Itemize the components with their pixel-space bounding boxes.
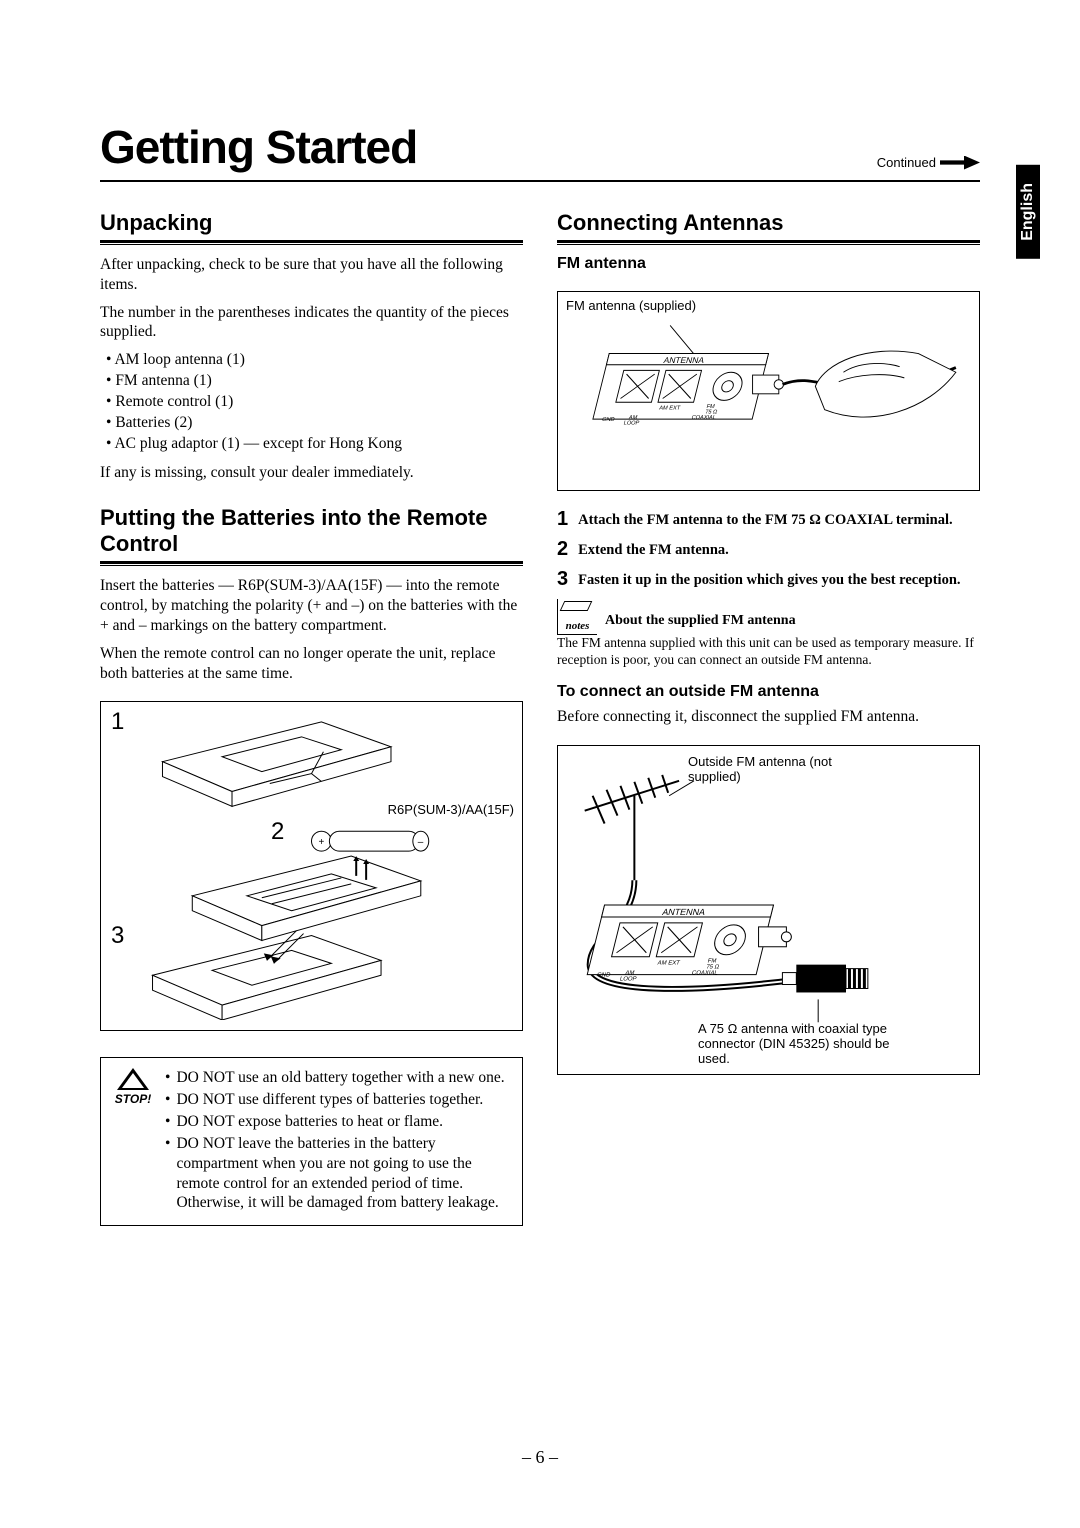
outside-fm-text: Before connecting it, disconnect the sup…: [557, 707, 980, 727]
continued-label: Continued: [877, 155, 936, 170]
unpack-text-3: If any is missing, consult your dealer i…: [100, 463, 523, 483]
figure-fm-antenna: FM antenna (supplied) ANTENNA AM EXT FM: [557, 291, 980, 491]
heading-rule: [100, 240, 523, 245]
caution-list: DO NOT use an old battery together with …: [165, 1068, 512, 1215]
batteries-text-1: Insert the batteries — R6P(SUM-3)/AA(15F…: [100, 576, 523, 635]
step-number: 2: [271, 818, 284, 846]
list-item: Remote control (1): [106, 392, 523, 412]
outside-fm-diagram-icon: ANTENNA AM EXT FM 75 Ω COAXIAL GND AM LO…: [568, 756, 969, 1064]
list-item: DO NOT expose batteries to heat or flame…: [165, 1112, 512, 1132]
fm-steps: 1 Attach the FM antenna to the FM 75 Ω C…: [557, 509, 980, 589]
notes-icon: notes: [557, 599, 597, 635]
right-column: Connecting Antennas FM antenna FM antenn…: [557, 210, 980, 1226]
step-text: Attach the FM antenna to the FM 75 Ω COA…: [578, 509, 952, 529]
list-item: Batteries (2): [106, 413, 523, 433]
svg-text:LOOP: LOOP: [619, 977, 637, 983]
stop-label: STOP!: [115, 1092, 151, 1106]
step-number: 1: [557, 509, 568, 529]
supplied-items-list: AM loop antenna (1) FM antenna (1) Remot…: [100, 350, 523, 453]
remote-diagram-icon: + –: [111, 712, 512, 1020]
stop-icon: STOP!: [111, 1068, 155, 1106]
step-number: 2: [557, 539, 568, 559]
page-title: Getting Started: [100, 120, 980, 174]
step-number: 1: [111, 708, 124, 736]
figure-outside-fm: Outside FM antenna (not supplied) A 75 Ω…: [557, 745, 980, 1075]
heading-outside-fm: To connect an outside FM antenna: [557, 683, 980, 701]
svg-text:AM EXT: AM EXT: [658, 406, 681, 412]
step-item: 3 Fasten it up in the position which giv…: [557, 569, 980, 589]
step-number: 3: [111, 922, 124, 950]
svg-text:COAXIAL: COAXIAL: [691, 415, 717, 421]
heading-unpacking: Unpacking: [100, 210, 523, 236]
svg-text:LOOP: LOOP: [623, 421, 640, 427]
svg-text:–: –: [418, 838, 424, 849]
step-item: 1 Attach the FM antenna to the FM 75 Ω C…: [557, 509, 980, 529]
list-item: AM loop antenna (1): [106, 350, 523, 370]
caution-box: STOP! DO NOT use an old battery together…: [100, 1057, 523, 1226]
list-item: DO NOT use an old battery together with …: [165, 1068, 512, 1088]
step-number: 3: [557, 569, 568, 589]
notes-title: About the supplied FM antenna: [605, 613, 980, 629]
page-number: – 6 –: [0, 1447, 1080, 1468]
list-item: FM antenna (1): [106, 371, 523, 391]
heading-rule: [100, 561, 523, 566]
list-item: AC plug adaptor (1) — except for Hong Ko…: [106, 434, 523, 454]
batteries-text-2: When the remote control can no longer op…: [100, 644, 523, 684]
heading-rule: [557, 240, 980, 245]
heading-antennas: Connecting Antennas: [557, 210, 980, 236]
left-column: Unpacking After unpacking, check to be s…: [100, 210, 523, 1226]
svg-text:ANTENNA: ANTENNA: [661, 907, 707, 917]
svg-text:AM EXT: AM EXT: [657, 961, 681, 967]
unpack-text-1: After unpacking, check to be sure that y…: [100, 255, 523, 295]
step-text: Extend the FM antenna.: [578, 539, 729, 559]
unpack-text-2: The number in the parentheses indicates …: [100, 303, 523, 343]
arrow-right-icon: [940, 156, 980, 170]
svg-text:ANTENNA: ANTENNA: [663, 355, 706, 365]
svg-text:GND: GND: [596, 973, 611, 979]
battery-type-label: R6P(SUM-3)/AA(15F): [388, 802, 514, 817]
fm-antenna-diagram-icon: ANTENNA AM EXT FM 75 Ω COAXIAL GND AM LO…: [568, 302, 969, 480]
notes-word: notes: [566, 620, 590, 632]
outside-antenna-label: Outside FM antenna (not supplied): [688, 754, 848, 784]
heading-batteries: Putting the Batteries into the Remote Co…: [100, 505, 523, 557]
svg-text:GND: GND: [601, 417, 615, 423]
connector-label: A 75 Ω antenna with coaxial type connect…: [698, 1021, 918, 1066]
fm-supplied-label: FM antenna (supplied): [566, 298, 696, 313]
heading-fm-antenna: FM antenna: [557, 255, 980, 273]
continued-indicator: Continued: [877, 155, 980, 170]
list-item: DO NOT use different types of batteries …: [165, 1090, 512, 1110]
step-item: 2 Extend the FM antenna.: [557, 539, 980, 559]
figure-remote-batteries: 1 2 3 R6P(SUM-3)/AA(15F) +: [100, 701, 523, 1031]
title-rule: [100, 180, 980, 182]
svg-text:+: +: [318, 838, 324, 849]
language-tab: English: [1016, 165, 1040, 259]
svg-text:COAXIAL: COAXIAL: [691, 971, 719, 977]
list-item: DO NOT leave the batteries in the batter…: [165, 1134, 512, 1213]
notes-block: notes About the supplied FM antenna: [557, 599, 980, 635]
notes-body: The FM antenna supplied with this unit c…: [557, 635, 980, 669]
step-text: Fasten it up in the position which gives…: [578, 569, 960, 589]
